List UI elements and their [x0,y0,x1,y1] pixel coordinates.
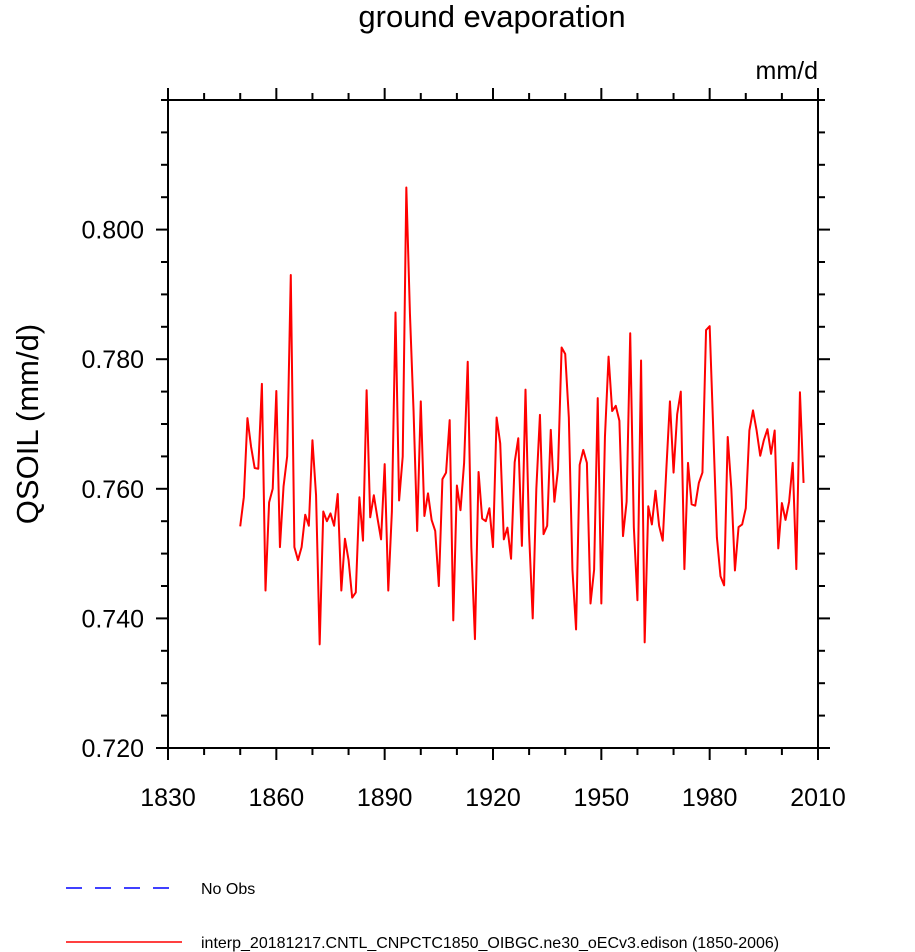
axis-ticks [156,88,830,760]
units-label: mm/d [756,57,819,85]
legend-label: interp_20181217.CNTL_CNPCTC1850_OIBGC.ne… [201,935,779,952]
x-tick-label: 1950 [574,784,630,812]
series-line [239,186,805,646]
x-tick-label: 1920 [465,784,521,812]
y-tick-label: 0.720 [81,735,144,763]
y-tick-label: 0.780 [81,346,144,374]
y-axis-label: QSOIL (mm/d) [10,324,45,524]
tick-labels: 1830 1860 1890 1920 1950 1980 2010 0.720 0.740 0.… [81,217,845,812]
x-tick-label: 1890 [357,784,413,812]
x-tick-label: 1980 [682,784,738,812]
legend: No Obs interp_20181217.CNTL_CNPCTC1850_OI… [66,881,779,952]
x-tick-label: 2010 [790,784,846,812]
x-tick-label: 1830 [140,784,196,812]
y-tick-label: 0.760 [81,476,144,504]
y-tick-label: 0.740 [81,605,144,633]
x-tick-label: 1860 [249,784,305,812]
plot-frame [167,99,819,749]
chart-title: ground evaporation [358,0,625,34]
series-group [239,186,805,646]
legend-label: No Obs [201,881,255,898]
y-tick-label: 0.800 [81,217,144,245]
